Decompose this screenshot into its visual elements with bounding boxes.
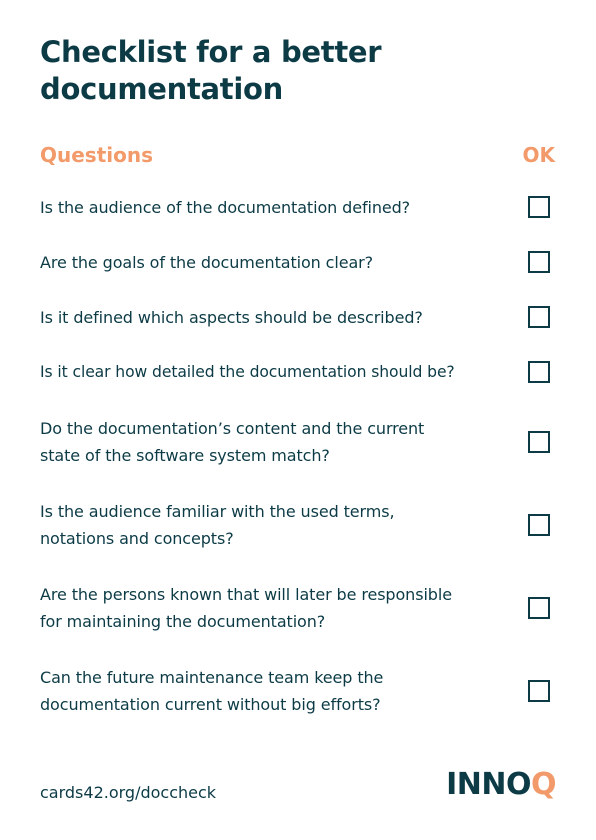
question-text: Do the documentation’s content and the c… [40, 415, 512, 469]
question-row: Is it clear how detailed the documentati… [40, 358, 556, 386]
logo-text-accent: Q [530, 767, 557, 802]
ok-checkbox[interactable] [528, 597, 550, 619]
innoq-logo: INNO Q [446, 768, 556, 802]
question-line: for maintaining the documentation? [40, 612, 326, 631]
question-row: Are the goals of the documentation clear… [40, 248, 556, 276]
question-line: notations and concepts? [40, 529, 234, 548]
ok-checkbox[interactable] [528, 196, 550, 218]
ok-checkbox[interactable] [528, 361, 550, 383]
logo-text-main: INNO [446, 767, 531, 802]
question-line: documentation current without big effort… [40, 695, 381, 714]
question-text: Can the future maintenance team keep the… [40, 664, 512, 718]
ok-checkbox[interactable] [528, 514, 550, 536]
question-line: Is it defined which aspects should be de… [40, 307, 423, 327]
question-row: Do the documentation’s content and the c… [40, 414, 556, 470]
question-text: Are the goals of the documentation clear… [40, 249, 512, 276]
question-row: Is it defined which aspects should be de… [40, 303, 556, 331]
question-text: Are the persons known that will later be… [40, 581, 512, 635]
ok-checkbox[interactable] [528, 680, 550, 702]
question-line: Is the audience of the documentation def… [40, 197, 411, 217]
question-row: Is the audience familiar with the used t… [40, 497, 556, 553]
question-line: Do the documentation’s content and the c… [40, 419, 425, 438]
question-text: Is it defined which aspects should be de… [40, 304, 512, 331]
ok-checkbox[interactable] [528, 251, 550, 273]
question-text: Is it clear how detailed the documentati… [40, 359, 512, 386]
question-row: Are the persons known that will later be… [40, 580, 556, 636]
ok-column-header: OK [522, 143, 556, 167]
question-text: Is the audience of the documentation def… [40, 194, 512, 221]
ok-checkbox[interactable] [528, 431, 550, 453]
question-line: Is the audience familiar with the used t… [40, 502, 395, 521]
question-text: Is the audience familiar with the used t… [40, 498, 512, 552]
ok-checkbox[interactable] [528, 306, 550, 328]
question-line: Is it clear how detailed the documentati… [40, 362, 455, 381]
page-title: Checklist for a better documentation [40, 35, 382, 106]
questions-column-header: Questions [40, 143, 154, 167]
question-row: Can the future maintenance team keep the… [40, 663, 556, 719]
question-line: Can the future maintenance team keep the [40, 668, 384, 687]
question-line: Are the persons known that will later be… [40, 585, 452, 604]
question-row: Is the audience of the documentation def… [40, 193, 556, 221]
footer-url: cards42.org/doccheck [40, 783, 217, 802]
question-line: Are the goals of the documentation clear… [40, 252, 374, 272]
question-line: state of the software system match? [40, 446, 330, 465]
